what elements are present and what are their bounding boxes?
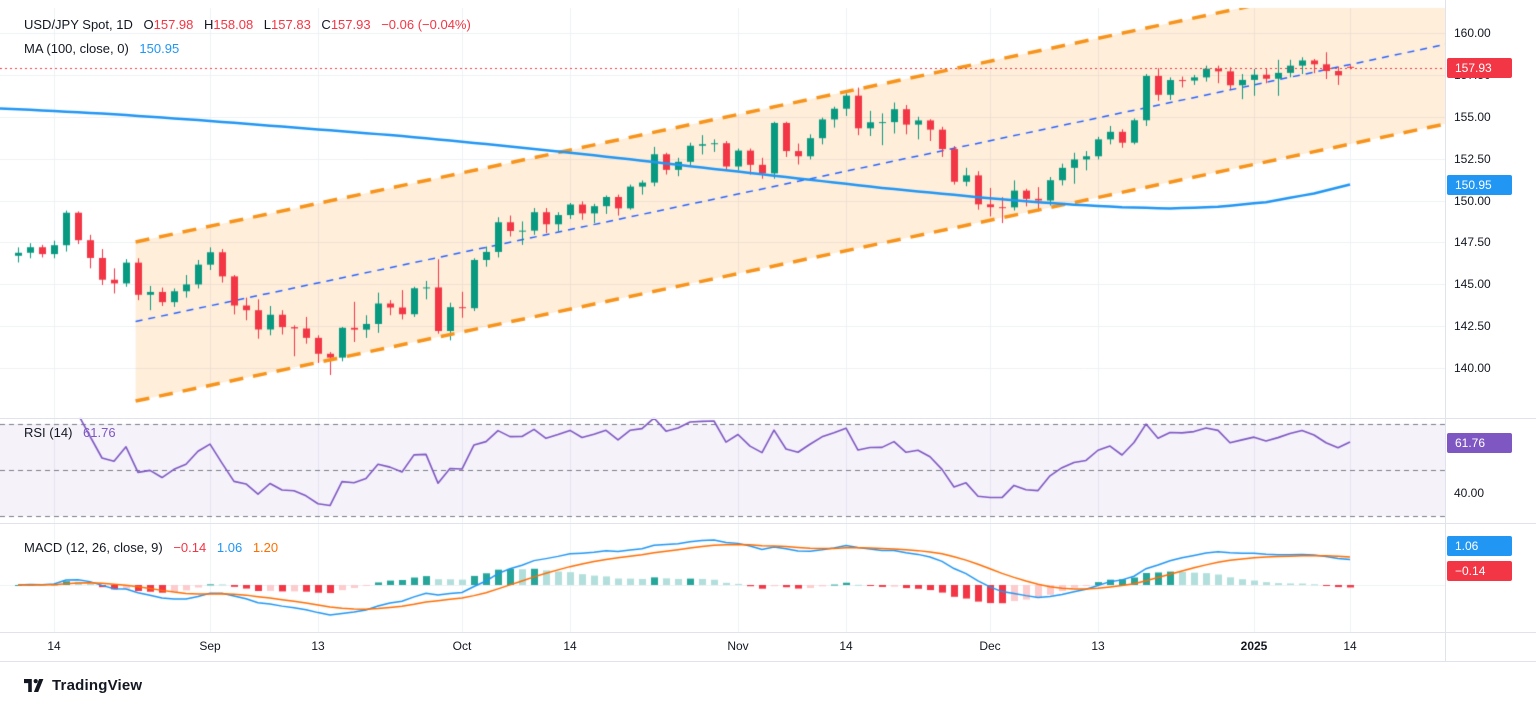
- price-tick-label: 140.00: [1454, 361, 1491, 375]
- time-tick-label: Sep: [199, 639, 221, 653]
- time-tick-label: 14: [563, 639, 577, 653]
- close-value: 157.93: [330, 17, 371, 32]
- time-tick-label: 2025: [1240, 639, 1268, 653]
- time-axis[interactable]: 14 Sep 13 Oct 14 Nov 14 Dec 13 2025 14: [0, 632, 1446, 662]
- rsi-label: RSI (14): [24, 425, 73, 440]
- open-label: O: [143, 17, 154, 32]
- ohlc-high: H158.08: [204, 17, 253, 32]
- tradingview-attribution[interactable]: TradingView: [24, 677, 142, 694]
- time-tick-label: Nov: [727, 639, 749, 653]
- price-tick-label: 142.50: [1454, 319, 1491, 333]
- ma-value-badge: 150.95: [1447, 175, 1512, 195]
- time-tick-label: 14: [1343, 639, 1357, 653]
- price-tick-label: 150.00: [1454, 194, 1491, 208]
- macd-signal-value: 1.20: [252, 540, 279, 555]
- price-axis-separator: [1445, 0, 1446, 662]
- pane-separator-macd[interactable]: [0, 523, 1536, 524]
- change-value: −0.06 (−0.04%): [381, 17, 471, 32]
- low-value: 157.83: [271, 17, 311, 32]
- macd-legend: MACD (12, 26, close, 9) −0.14 1.06 1.20: [24, 540, 278, 555]
- macd-line-value: 1.06: [216, 540, 243, 555]
- brand-wordmark: TradingView: [52, 677, 143, 694]
- pane-separator-rsi[interactable]: [0, 418, 1536, 419]
- macd-label: MACD (12, 26, close, 9): [24, 540, 163, 555]
- close-label: C: [321, 17, 331, 32]
- high-label: H: [204, 17, 214, 32]
- time-tick-label: 13: [1091, 639, 1105, 653]
- price-tick-label: 155.00: [1454, 110, 1491, 124]
- price-axis[interactable]: 40.00 160.00157.50155.00152.50150.00147.…: [1446, 0, 1536, 662]
- tradingview-logo-icon: [24, 678, 45, 693]
- ohlc-open: O157.98: [144, 17, 194, 32]
- low-label: L: [263, 17, 272, 32]
- rsi-axis-label: 40.00: [1454, 486, 1485, 500]
- macd-hist-value: −0.14: [173, 540, 207, 555]
- rsi-value: 61.76: [83, 425, 116, 440]
- chart-canvas[interactable]: [0, 0, 1446, 662]
- open-value: 157.98: [153, 17, 194, 32]
- price-tick-label: 160.00: [1454, 26, 1491, 40]
- last-price-badge: 157.93: [1447, 58, 1512, 78]
- time-axis-separator: [0, 632, 1536, 633]
- symbol-title: USD/JPY Spot, 1D: [24, 17, 133, 32]
- time-tick-label: 14: [47, 639, 61, 653]
- ohlc-low: L157.83: [264, 17, 311, 32]
- price-tick-label: 152.50: [1454, 152, 1491, 166]
- time-tick-label: Oct: [452, 639, 472, 653]
- time-tick-label: 13: [311, 639, 325, 653]
- time-tick-label: 14: [839, 639, 853, 653]
- ma-legend: MA (100, close, 0) 150.95: [24, 41, 179, 56]
- symbol-legend: USD/JPY Spot, 1D O157.98 H158.08 L157.83…: [24, 17, 471, 32]
- macd-hist-badge: −0.14: [1447, 561, 1512, 581]
- rsi-value-badge: 61.76: [1447, 433, 1512, 453]
- ma-label: MA (100, close, 0): [24, 41, 129, 56]
- price-tick-label: 145.00: [1454, 277, 1491, 291]
- macd-line-badge: 1.06: [1447, 536, 1512, 556]
- high-value: 158.08: [213, 17, 254, 32]
- time-tick-label: Dec: [979, 639, 1001, 653]
- ohlc-close: C157.93: [321, 17, 370, 32]
- price-tick-label: 147.50: [1454, 235, 1491, 249]
- chart-bottom-frame: [0, 661, 1536, 662]
- ma-value: 150.95: [139, 41, 180, 56]
- rsi-legend: RSI (14) 61.76: [24, 425, 116, 440]
